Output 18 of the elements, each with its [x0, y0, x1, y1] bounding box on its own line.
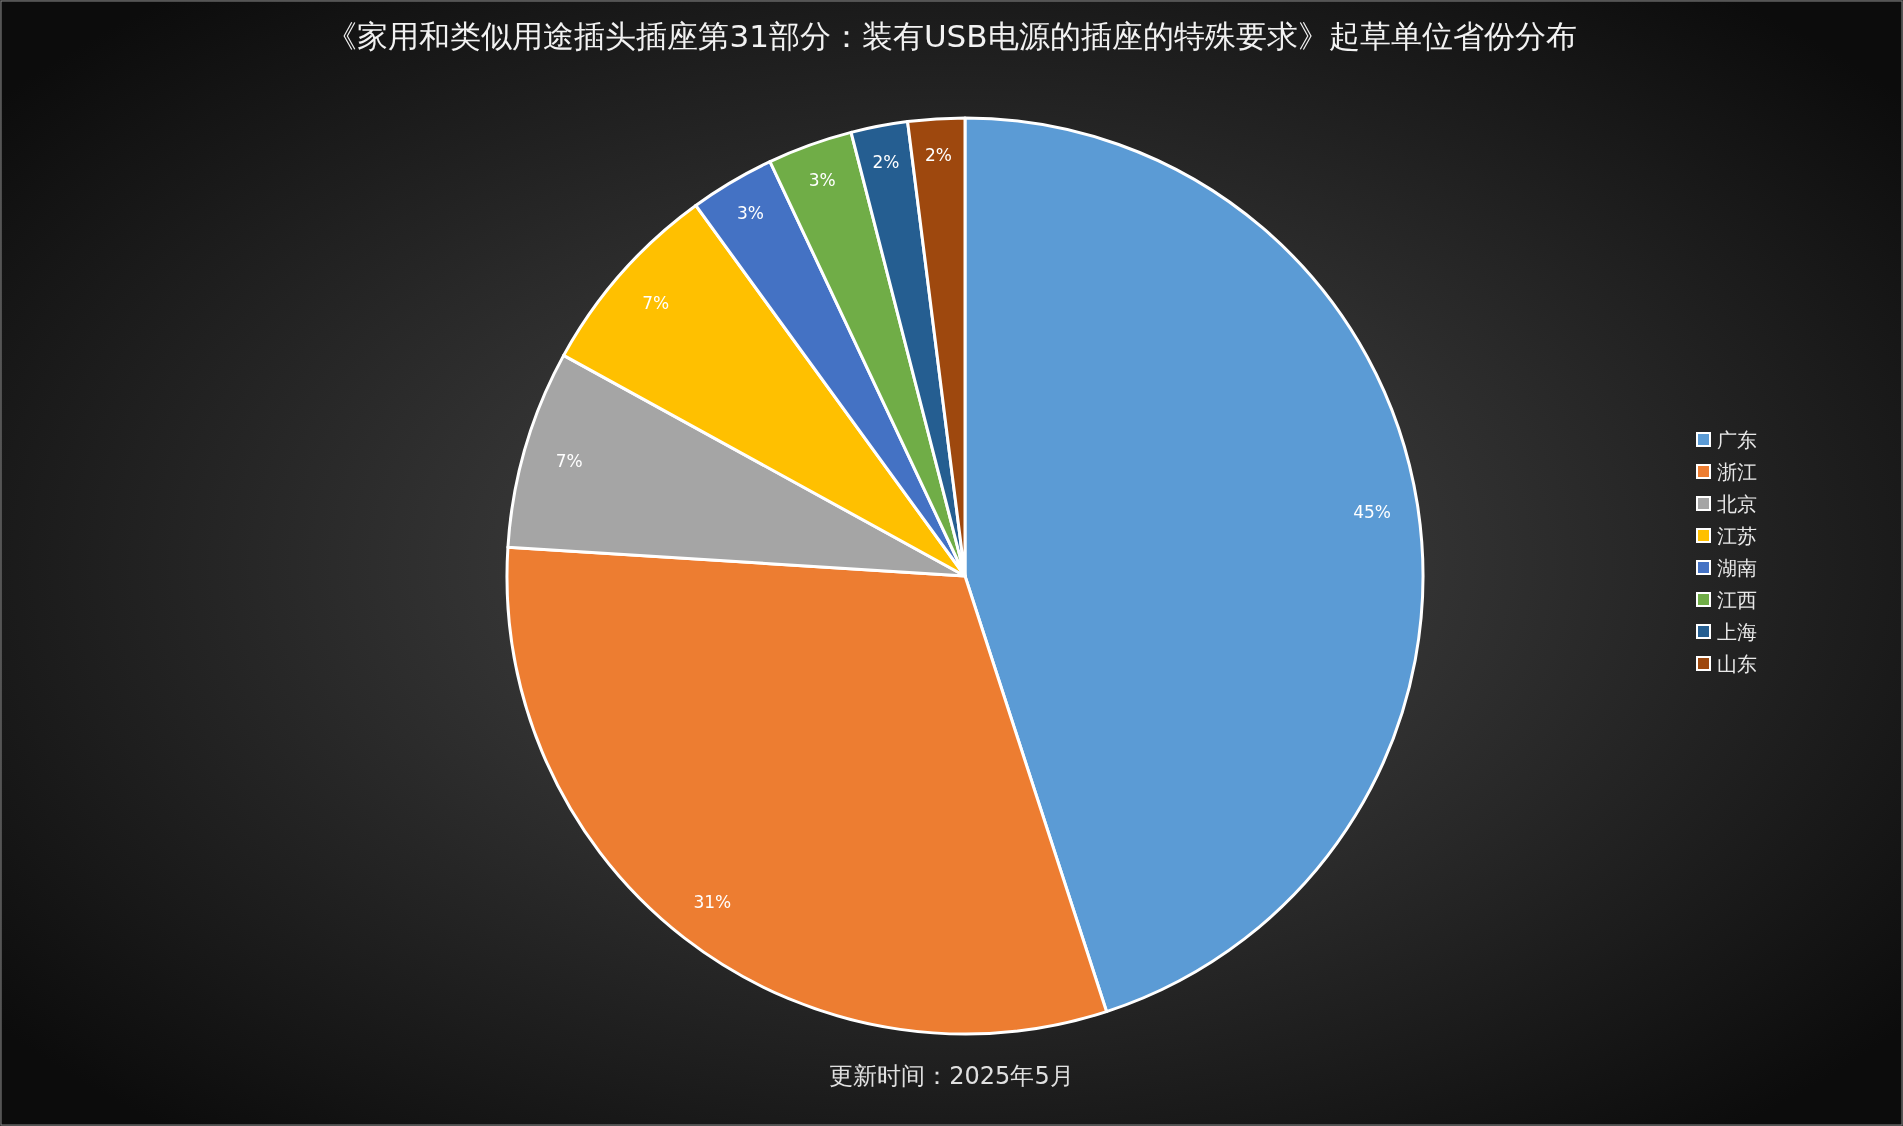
legend-label: 广东 [1717, 428, 1757, 452]
text: 更新时间：2025年5月 [829, 1062, 1074, 1090]
data-label: 2% [925, 145, 953, 166]
data-label: 7% [642, 293, 670, 314]
legend-label: 湖南 [1717, 556, 1757, 580]
data-label: 45% [1353, 501, 1392, 522]
legend-label: 江苏 [1717, 524, 1757, 548]
legend-label: 山东 [1717, 652, 1757, 676]
data-label: 2% [872, 152, 900, 173]
data-label: 31% [693, 891, 732, 912]
chart-title: 《家用和类似用途插头插座第31部分：装有USB电源的插座的特殊要求》起草单位省份分布 [326, 18, 1577, 54]
legend-label: 江西 [1717, 588, 1757, 612]
legend-label: 浙江 [1717, 460, 1757, 484]
data-label: 3% [808, 169, 836, 190]
data-label: 7% [555, 451, 583, 471]
legend-label: 上海 [1717, 620, 1757, 644]
legend-label: 北京 [1717, 492, 1757, 516]
data-label: 3% [737, 203, 764, 224]
